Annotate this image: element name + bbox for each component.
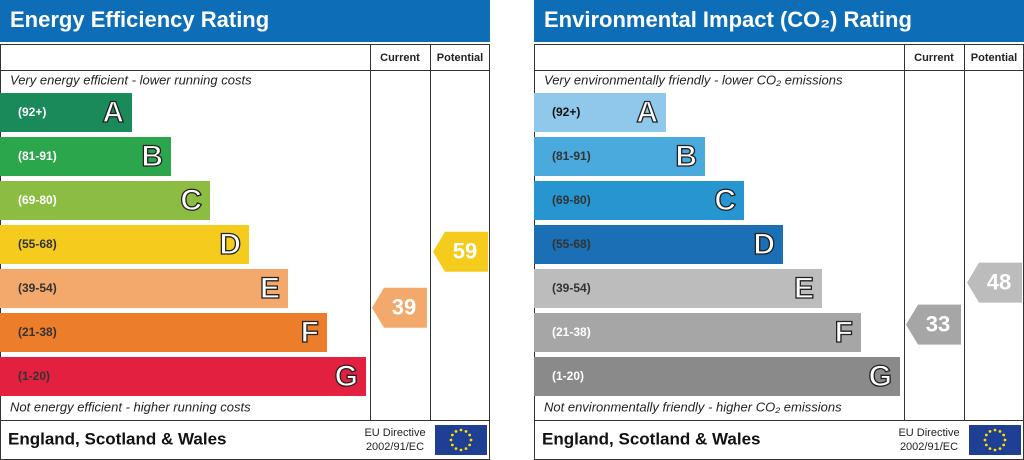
band-letter: A	[636, 96, 658, 129]
eu-star	[454, 447, 458, 451]
band-range: (92+)	[18, 105, 46, 119]
eu-star	[464, 447, 468, 451]
eu-star	[464, 429, 468, 433]
column-header: Current	[380, 52, 420, 64]
band-range: (39-54)	[552, 281, 591, 295]
eu-directive: 2002/91/EC	[900, 441, 958, 453]
rating-arrow	[433, 231, 488, 272]
eu-directive: EU Directive	[898, 427, 959, 439]
band-letter: A	[102, 96, 124, 129]
rating-band	[0, 225, 249, 264]
eu-star	[450, 443, 454, 447]
band-range: (92+)	[552, 105, 580, 119]
band-range: (55-68)	[552, 237, 591, 251]
rating-band	[534, 181, 744, 220]
eu-star	[1003, 438, 1007, 442]
top-note: Very energy efficient - lower running co…	[10, 72, 252, 87]
bottom-note: Not energy efficient - higher running co…	[10, 399, 251, 414]
band-range: (21-38)	[18, 325, 57, 339]
band-letter: B	[141, 140, 163, 173]
rating-arrow	[372, 287, 427, 328]
band-letter: F	[835, 316, 853, 349]
rating-band	[0, 269, 288, 308]
column-header: Potential	[971, 52, 1017, 64]
rating-arrow	[967, 262, 1022, 303]
rating-band	[534, 137, 705, 176]
band-range: (69-80)	[552, 193, 591, 207]
band-range: (81-91)	[552, 149, 591, 163]
band-letter: C	[714, 184, 736, 217]
rating-band	[0, 313, 327, 352]
rating-band	[0, 181, 210, 220]
rating-value: 39	[392, 295, 416, 320]
eu-star	[468, 443, 472, 447]
rating-band	[0, 137, 171, 176]
eu-star	[459, 448, 463, 452]
rating-value: 48	[987, 269, 1011, 294]
eu-star	[469, 438, 473, 442]
band-letter: G	[335, 360, 358, 393]
band-letter: E	[794, 272, 814, 305]
band-range: (39-54)	[18, 281, 57, 295]
eu-star	[1002, 433, 1006, 437]
band-range: (1-20)	[18, 369, 50, 383]
rating-band	[534, 93, 666, 132]
panel-title: Energy Efficiency Rating	[10, 7, 269, 32]
eu-star	[468, 433, 472, 437]
eu-star	[993, 448, 997, 452]
eu-directive: 2002/91/EC	[366, 441, 424, 453]
eu-star	[998, 447, 1002, 451]
rating-value: 59	[453, 239, 477, 264]
eu-star	[450, 433, 454, 437]
footer-region: England, Scotland & Wales	[542, 429, 761, 448]
rating-band	[534, 269, 822, 308]
band-range: (55-68)	[18, 237, 57, 251]
panel-title: Environmental Impact (CO₂) Rating	[544, 7, 912, 32]
eu-directive: EU Directive	[364, 427, 425, 439]
band-range: (69-80)	[18, 193, 57, 207]
eu-star	[454, 429, 458, 433]
rating-band	[0, 93, 132, 132]
band-letter: D	[219, 228, 241, 261]
rating-arrow	[906, 304, 961, 345]
rating-band	[534, 357, 900, 396]
title-bar	[0, 0, 490, 42]
band-letter: G	[869, 360, 892, 393]
top-note: Very environmentally friendly - lower CO…	[544, 72, 843, 87]
eu-star	[459, 428, 463, 432]
band-letter: D	[753, 228, 775, 261]
eu-star	[983, 438, 987, 442]
eu-star	[993, 428, 997, 432]
eu-star	[998, 429, 1002, 433]
eu-star	[984, 443, 988, 447]
eu-star	[1002, 443, 1006, 447]
eu-star	[988, 447, 992, 451]
eu-star	[984, 433, 988, 437]
band-letter: C	[180, 184, 202, 217]
rating-band	[534, 313, 861, 352]
rating-band	[534, 225, 783, 264]
band-range: (81-91)	[18, 149, 57, 163]
band-letter: F	[301, 316, 319, 349]
band-range: (1-20)	[552, 369, 584, 383]
eu-star	[449, 438, 453, 442]
rating-band	[0, 357, 366, 396]
band-letter: E	[260, 272, 280, 305]
band-letter: B	[675, 140, 697, 173]
band-range: (21-38)	[552, 325, 591, 339]
column-header: Potential	[437, 52, 483, 64]
title-bar	[534, 0, 1024, 42]
eu-star	[988, 429, 992, 433]
rating-value: 33	[926, 311, 950, 336]
footer-region: England, Scotland & Wales	[8, 429, 227, 448]
column-header: Current	[914, 52, 954, 64]
bottom-note: Not environmentally friendly - higher CO…	[544, 399, 842, 414]
